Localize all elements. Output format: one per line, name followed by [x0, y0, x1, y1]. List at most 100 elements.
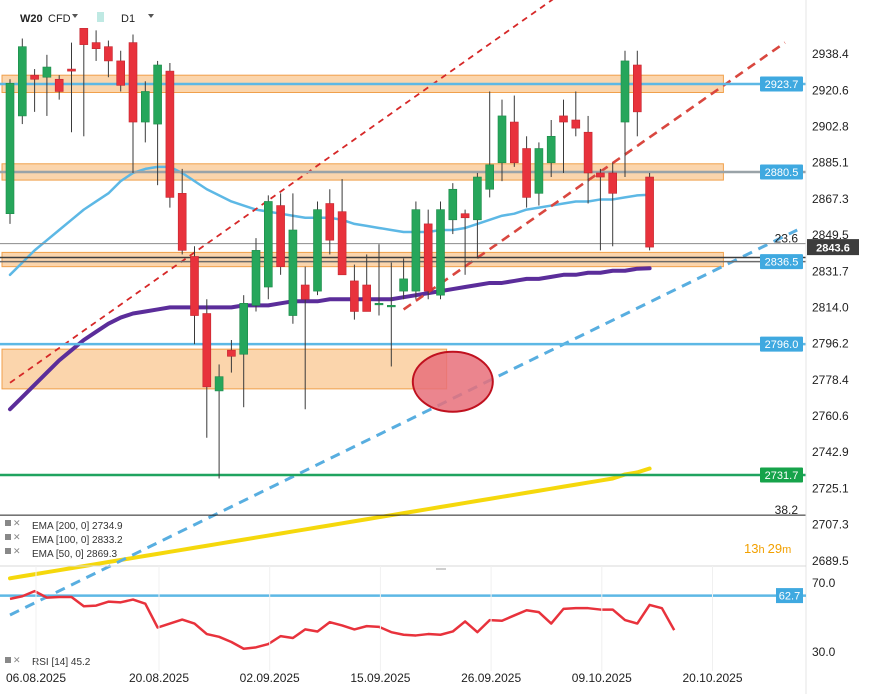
- symbol-dropdown-icon[interactable]: [72, 14, 78, 18]
- candle[interactable]: [509, 95, 519, 167]
- price-tags: 2923.7 2880.5 2836.5 2796.0 2731.7 2843.6: [760, 76, 859, 483]
- price-tag-1-bg: [760, 164, 803, 180]
- candle-body-bearish: [509, 121, 519, 164]
- ema-100-line: [8, 266, 652, 412]
- candle-body-bearish: [300, 284, 310, 300]
- candle[interactable]: [91, 30, 101, 61]
- candle[interactable]: [546, 119, 556, 178]
- current-price-bg: [807, 239, 859, 256]
- candle[interactable]: [214, 364, 224, 479]
- timeframe-label[interactable]: D1: [121, 13, 135, 25]
- price-axis-label: 2689.5: [812, 554, 849, 568]
- candle[interactable]: [227, 339, 236, 373]
- price-axis-label: 2920.6: [812, 83, 849, 97]
- candle-body-bullish: [251, 250, 261, 306]
- fib-level-label: 38.2: [775, 503, 799, 517]
- candle[interactable]: [497, 99, 507, 182]
- candle[interactable]: [116, 50, 125, 92]
- candle[interactable]: [263, 195, 273, 300]
- candle[interactable]: [239, 295, 248, 408]
- ema-200-line: [8, 466, 652, 581]
- channel-upper-line: [9, 0, 554, 384]
- bar-style-icon[interactable]: [97, 12, 104, 22]
- candle[interactable]: [54, 75, 64, 100]
- candle[interactable]: [583, 115, 593, 204]
- candle[interactable]: [153, 60, 162, 186]
- highlight-circle: [411, 350, 494, 413]
- candle[interactable]: [202, 299, 212, 438]
- candle[interactable]: [362, 254, 372, 312]
- indicator-legend-entry: EMA [100, 0] 2833.2: [32, 535, 123, 546]
- candle[interactable]: [67, 42, 76, 133]
- candle[interactable]: [104, 40, 113, 78]
- candle-body-bearish: [571, 119, 581, 129]
- candle-body-bearish: [276, 205, 285, 267]
- candle[interactable]: [165, 62, 175, 208]
- candle[interactable]: [141, 81, 150, 143]
- price-tag-3-bg: [760, 336, 803, 352]
- candle[interactable]: [571, 91, 581, 137]
- date-axis-label: 26.09.2025: [461, 671, 521, 685]
- candle[interactable]: [620, 50, 630, 178]
- candle[interactable]: [596, 168, 605, 251]
- candle[interactable]: [350, 264, 359, 320]
- candle[interactable]: [374, 244, 384, 316]
- symbol-suffix: CFD: [48, 13, 71, 25]
- candle[interactable]: [436, 201, 445, 300]
- candle[interactable]: [522, 136, 531, 208]
- price-tag-1: 2880.5: [765, 167, 799, 179]
- price-axis-label: 2867.3: [812, 192, 849, 206]
- candle[interactable]: [300, 266, 310, 410]
- candle[interactable]: [190, 246, 199, 345]
- candle-body-bearish: [104, 46, 113, 62]
- candle[interactable]: [325, 189, 335, 255]
- candle[interactable]: [17, 38, 27, 125]
- candle-body-bearish: [54, 78, 64, 92]
- candle[interactable]: [608, 162, 618, 247]
- candle[interactable]: [5, 79, 15, 224]
- price-tag-4-bg: [760, 467, 803, 483]
- candle[interactable]: [645, 172, 654, 251]
- zone-3: [1, 348, 448, 390]
- price-axis-label: 2760.6: [812, 409, 849, 423]
- candle-body-bullish: [313, 209, 322, 292]
- candle-body-bullish: [17, 46, 27, 117]
- candle[interactable]: [559, 99, 568, 173]
- candle[interactable]: [448, 183, 458, 235]
- candle[interactable]: [460, 209, 470, 275]
- candle[interactable]: [386, 262, 396, 367]
- chart-header: W20 CFD D1: [20, 12, 154, 25]
- candle-body-bearish: [596, 172, 605, 178]
- candle[interactable]: [288, 193, 298, 324]
- candle[interactable]: [423, 209, 433, 300]
- candle[interactable]: [177, 168, 187, 255]
- candle[interactable]: [473, 172, 482, 259]
- candle-body-bearish: [362, 284, 372, 312]
- channel-lower-line: [402, 41, 786, 311]
- candle[interactable]: [632, 50, 642, 137]
- candle[interactable]: [79, 28, 89, 137]
- candle[interactable]: [313, 201, 322, 296]
- symbol-label[interactable]: W20: [20, 13, 43, 25]
- candle[interactable]: [411, 201, 421, 300]
- candle-body-bearish: [645, 176, 654, 248]
- timeframe-dropdown-icon[interactable]: [148, 14, 154, 18]
- candle[interactable]: [399, 258, 408, 300]
- candle-body-bullish: [153, 64, 162, 125]
- candle[interactable]: [30, 69, 39, 112]
- candle[interactable]: [485, 91, 495, 198]
- candlesticks[interactable]: [5, 28, 654, 479]
- candle[interactable]: [534, 142, 544, 206]
- price-tag-2: 2836.5: [765, 257, 799, 269]
- candle[interactable]: [128, 34, 138, 173]
- candle-body-bullish: [263, 201, 273, 288]
- date-axis-label: 20.10.2025: [682, 671, 742, 685]
- candle[interactable]: [251, 238, 261, 312]
- price-tag-0-bg: [760, 76, 803, 92]
- price-axis-label: 2938.4: [812, 47, 849, 61]
- candle[interactable]: [276, 193, 285, 275]
- candle-body-bearish: [190, 256, 199, 316]
- candle[interactable]: [337, 179, 347, 276]
- candle[interactable]: [42, 54, 52, 116]
